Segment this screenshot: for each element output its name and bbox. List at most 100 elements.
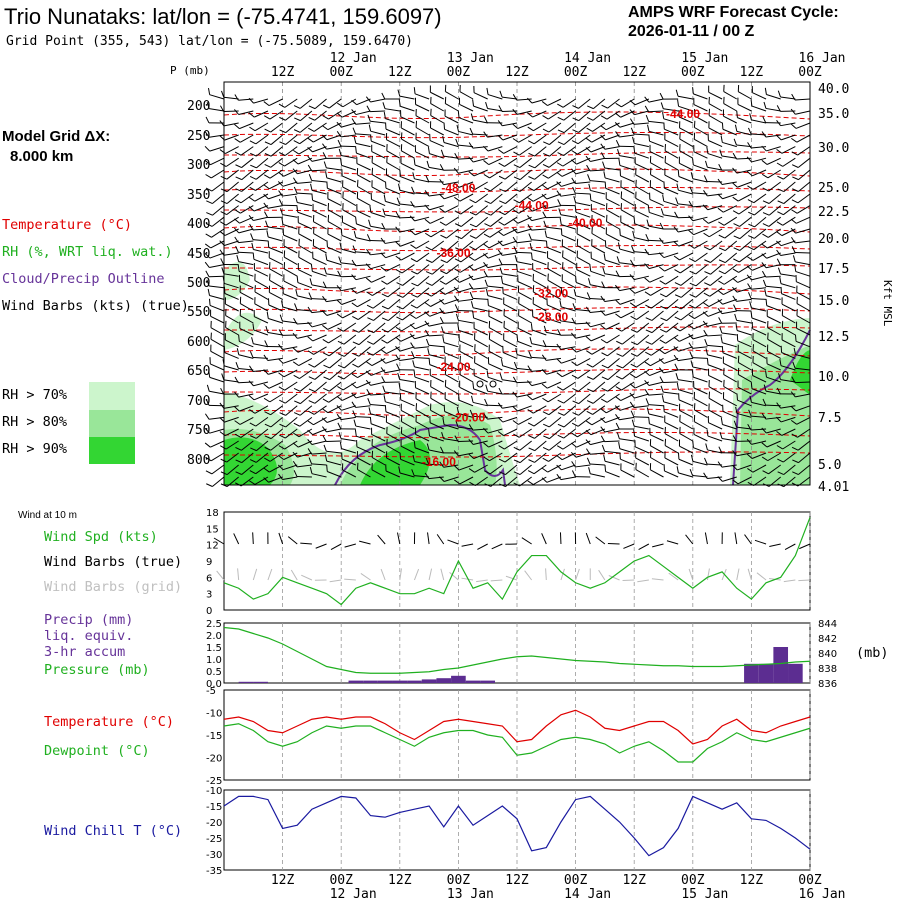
wind-barb-flag <box>425 457 430 465</box>
wind-barb-flag <box>702 204 709 211</box>
wind-barb-flag <box>204 131 210 138</box>
wind-barb-flag <box>619 452 621 460</box>
surface-wind-barb <box>267 532 269 545</box>
wind-barb <box>458 97 474 112</box>
wind-speed-panel-tick-label: 12 <box>206 541 219 552</box>
wind-barb-flag <box>561 274 563 281</box>
wind-barb-flag <box>351 99 357 106</box>
wind-barb <box>688 200 708 208</box>
wind-barb-flag <box>341 215 343 223</box>
grid-wind-barb <box>608 575 620 581</box>
wind-barb-flag <box>234 138 241 143</box>
wind-barb <box>322 393 342 403</box>
wind-barb <box>428 357 444 371</box>
header-title: Trio Nunataks: lat/lon = (-75.4741, 159.… <box>4 4 442 29</box>
wind-barb-flag <box>679 426 681 434</box>
wind-barb <box>600 416 620 424</box>
wind-barb-shaft <box>795 271 811 277</box>
wind-barb-flag <box>645 233 649 241</box>
surface-wind-barb <box>585 532 591 545</box>
wind-barb-shaft <box>738 362 752 371</box>
wind-barb <box>497 249 518 256</box>
bottom-time-tick-label: 00Z <box>681 873 705 888</box>
wind-barb-shaft <box>519 181 532 192</box>
wind-barb-shaft <box>708 228 723 238</box>
wind-barb-shaft <box>519 440 532 451</box>
wind-barb-flag <box>251 337 254 344</box>
wind-barb-flag <box>512 376 518 383</box>
wind-barb <box>585 334 606 342</box>
wind-barb-flag <box>263 174 271 179</box>
wind-barb <box>351 401 371 408</box>
wind-barb <box>444 84 459 100</box>
wind-barb-flag <box>746 171 753 177</box>
wind-barb <box>439 178 459 186</box>
wind-barb <box>719 326 737 336</box>
wind-barb-shaft <box>444 362 459 371</box>
grid-wind-barb <box>589 568 591 581</box>
wind-barb-shaft <box>723 216 738 226</box>
grid-wind-barb <box>736 568 740 581</box>
wind-barb-flag <box>644 370 650 376</box>
wind-barb <box>468 439 488 445</box>
wind-barb-flag <box>383 395 386 402</box>
wind-barb-flag <box>749 113 752 121</box>
grid-wind-barb <box>360 573 371 581</box>
precip-bar <box>348 680 364 683</box>
wind-barb <box>600 295 620 303</box>
wind-barb-flag <box>644 277 651 283</box>
wind-barb-shaft <box>504 157 518 167</box>
wind-barb <box>649 427 664 442</box>
wind-barb-shaft <box>547 291 562 300</box>
wind-barb <box>541 193 562 200</box>
wind-barb-flag <box>691 370 694 378</box>
wind-barb-flag <box>409 229 416 236</box>
wind-barb-shaft <box>635 174 650 183</box>
wind-barb <box>557 199 576 207</box>
wind-barb-flag <box>298 227 300 234</box>
wind-barb <box>412 454 430 466</box>
wind-barb <box>527 110 547 118</box>
wind-barb-flag <box>409 324 416 330</box>
wind-barb-flag <box>293 388 301 392</box>
wind-barb-flag <box>600 426 606 433</box>
wind-barb-shaft <box>502 134 518 141</box>
wind-barb <box>619 228 635 242</box>
wind-barb-flag <box>415 120 418 128</box>
wind-barb-shaft <box>414 93 430 100</box>
wind-barb <box>483 252 503 259</box>
wind-barb-shaft <box>767 169 781 179</box>
wind-barb-flag <box>791 199 799 204</box>
wind-barb-flag <box>557 103 564 108</box>
wind-barb <box>723 367 737 383</box>
wind-barb-shaft <box>563 122 576 133</box>
wind-barb <box>499 181 518 193</box>
wind-barb <box>429 133 444 148</box>
wind-barb <box>543 146 562 157</box>
wind-barb-flag <box>313 226 315 234</box>
wind-barb-flag <box>337 364 345 369</box>
wind-barb-flag <box>426 160 430 168</box>
wind-barb <box>367 322 386 334</box>
wind-barb-shaft <box>766 440 781 448</box>
wind-barb <box>323 358 342 369</box>
wind-barb-flag <box>219 120 225 127</box>
wind-barb-flag <box>601 152 605 159</box>
wind-barb-flag <box>689 469 693 476</box>
wind-barb-shaft <box>736 169 752 174</box>
wind-barb <box>208 370 225 383</box>
wind-barb-shaft <box>620 221 635 230</box>
wind-barb-shaft <box>444 128 459 136</box>
wind-barb-shaft <box>269 268 283 277</box>
wind-barb <box>473 86 488 100</box>
wind-barb-shaft <box>355 133 371 136</box>
wind-barb-shaft <box>505 181 518 192</box>
wind-barb-shaft <box>592 122 606 132</box>
wind-barb-shaft <box>487 275 503 278</box>
wind-barb-shaft <box>313 405 327 415</box>
wind-barb-shaft <box>487 108 503 112</box>
wind-barb-shaft <box>459 362 474 371</box>
wind-barb <box>781 308 796 324</box>
wind-barb <box>513 361 532 371</box>
wind-barb <box>776 428 796 436</box>
